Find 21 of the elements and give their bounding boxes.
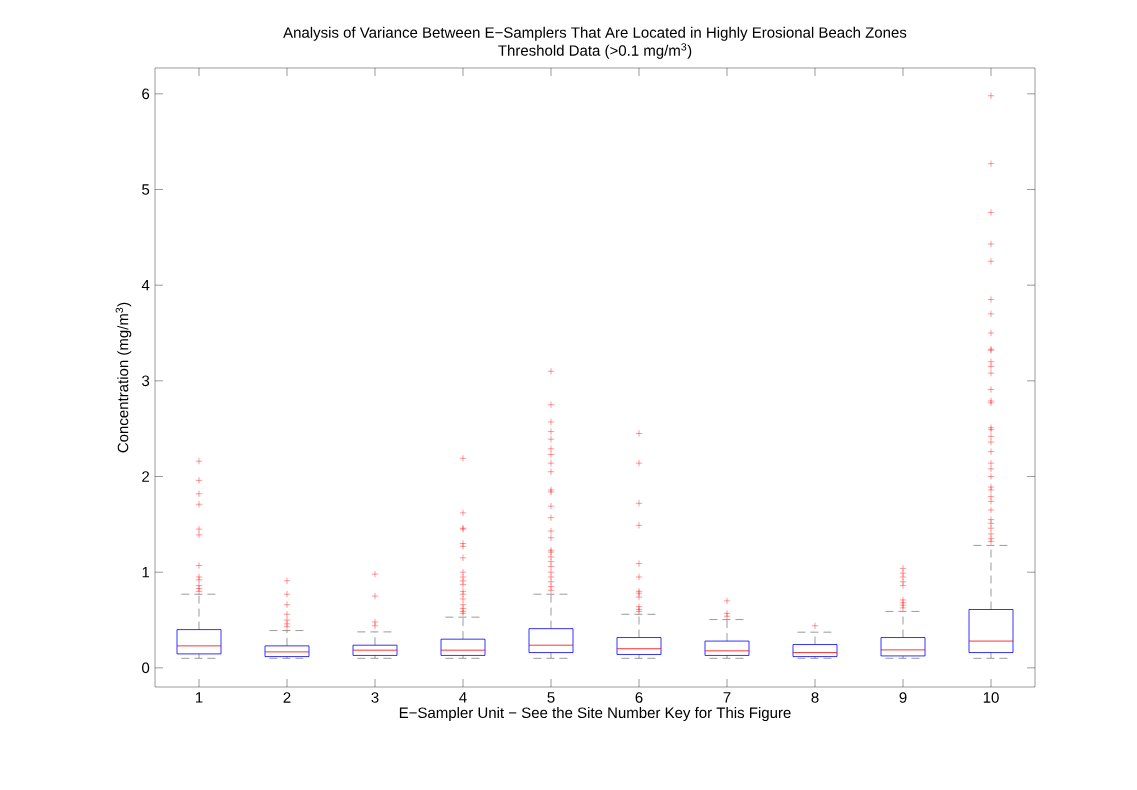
x-tick-label: 8 xyxy=(811,692,819,703)
y-axis-title: Concentration (mg/m$^{3}$) xyxy=(115,302,132,453)
x-tick-label: 9 xyxy=(899,692,907,703)
chart-title: Analysis of Variance Between E−Samplers That Are Located in Highly Erosional Beach Zones xyxy=(283,26,907,41)
x-tick-label: 6 xyxy=(635,692,643,703)
x-tick-label: 1 xyxy=(195,692,203,703)
y-tick-label: 6 xyxy=(142,88,150,100)
y-tick-label: 3 xyxy=(142,375,150,387)
x-tick-label: 4 xyxy=(459,692,467,703)
x-tick-label: 10 xyxy=(983,692,999,703)
x-tick-label: 7 xyxy=(723,692,731,703)
chart-subtitle: Threshold Data (>0.1 mg/m$^{3}$) xyxy=(498,43,692,59)
x-tick-label: 5 xyxy=(547,692,555,703)
y-tick-label: 2 xyxy=(142,471,150,482)
y-tick-label: 4 xyxy=(141,280,150,291)
y-tick-label: 1 xyxy=(142,567,150,578)
y-tick-label: 5 xyxy=(142,184,150,195)
x-tick-label: 2 xyxy=(283,692,291,703)
x-tick-label: 3 xyxy=(371,692,379,703)
x-axis-title: E−Sampler Unit − See the Site Number Key for This Figure xyxy=(399,707,791,721)
y-tick-label: 0 xyxy=(142,662,150,674)
